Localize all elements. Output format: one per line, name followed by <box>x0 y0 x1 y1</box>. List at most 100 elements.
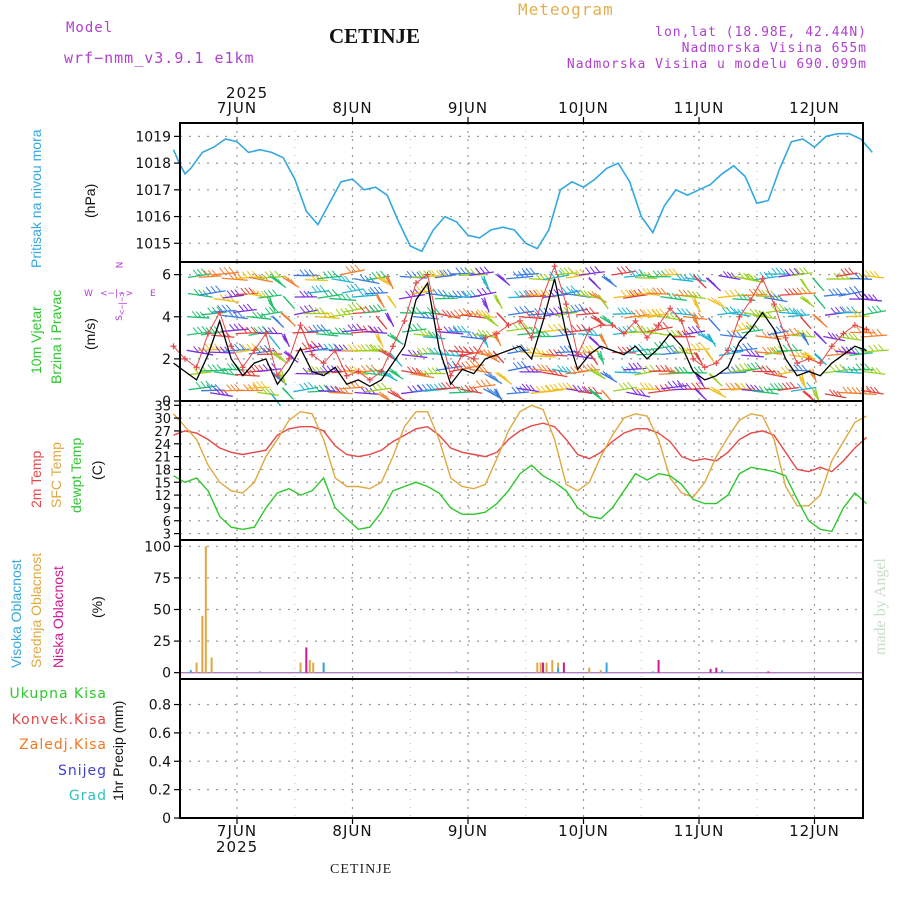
wind-barb-flag <box>313 343 320 351</box>
wind-barb <box>588 292 607 304</box>
wind-barb-flag <box>480 379 487 387</box>
wind-barb-flag <box>793 364 800 371</box>
wind-gust-point <box>667 305 674 312</box>
wind-barb <box>222 348 250 353</box>
wind-barb-flag <box>784 306 790 314</box>
wind-barb-flag <box>412 323 418 331</box>
wind-barb-flag <box>625 289 632 297</box>
sfc-temp-title: SFC Temp <box>48 442 64 508</box>
wind-gust-point <box>493 330 500 337</box>
wind-barb-flag <box>386 280 393 287</box>
wind-barb-flag <box>768 387 774 394</box>
wind-barb-flag <box>525 267 532 275</box>
wind-barb-flag <box>584 307 591 315</box>
wind-barb-flag <box>225 304 232 312</box>
wind-barb-flag <box>603 274 609 282</box>
wind-barb-flag <box>481 278 488 286</box>
wind-barb-flag <box>831 332 838 340</box>
wind-barb-flag <box>625 265 631 273</box>
wind-barb-flag <box>677 383 684 390</box>
wind-barb-flag <box>639 271 646 279</box>
wind-barb-flag <box>583 290 590 297</box>
mid-cloud-bar <box>551 660 554 673</box>
wind-barb <box>555 350 578 354</box>
wind-barb-flag <box>381 382 387 390</box>
wind-barb-flag <box>622 326 629 333</box>
wind-barb-flag <box>380 276 387 283</box>
wind-barb <box>838 336 863 342</box>
wind-barb-flag <box>230 384 237 391</box>
wind-barb-flag <box>746 349 752 357</box>
wind-barb-flag <box>773 382 780 390</box>
wind-barb-flag <box>590 363 597 371</box>
wind-barb-flag <box>301 342 308 350</box>
wind-barb-flag <box>829 389 835 396</box>
wind-barb-flag <box>466 309 473 317</box>
wind-barbs <box>186 264 889 407</box>
wind-gust-point <box>771 301 778 308</box>
wind-barb <box>614 371 642 374</box>
wind-barb-flag <box>797 383 803 390</box>
wind-barb-flag <box>697 312 704 320</box>
wind-barb-flag <box>817 299 824 307</box>
wind-barb-flag <box>287 277 294 284</box>
wind-barb-flag <box>349 366 355 373</box>
wind-barb-flag <box>487 371 493 379</box>
data-layer <box>170 132 889 674</box>
wind-barb-flag <box>848 267 854 275</box>
wind-barb-flag <box>336 365 343 373</box>
wind-barb-flag <box>842 386 849 394</box>
wind-barb-flag <box>388 372 395 380</box>
wind-barb-flag <box>739 363 745 371</box>
wind-barb-flag <box>481 300 488 308</box>
wind-barb-flag <box>737 343 744 351</box>
wind-barb-flag <box>631 388 638 395</box>
wind-barb <box>469 384 496 389</box>
wind-barb-flag <box>200 381 207 388</box>
wind-barb-flag <box>485 379 491 386</box>
wind-barb-flag <box>628 362 635 370</box>
wind-barb-flag <box>240 368 247 376</box>
wind-gust-point <box>389 343 396 350</box>
wind-barb-flag <box>748 288 755 296</box>
wind-barb-flag <box>589 307 595 314</box>
wind-barb-flag <box>696 291 702 299</box>
wind-barb-flag <box>299 306 306 313</box>
wind-barb-flag <box>334 327 341 334</box>
wind-barb-flag <box>594 340 601 348</box>
wind-barb-flag <box>476 288 483 296</box>
wind-barb-flag <box>335 293 342 300</box>
wind-barb <box>740 277 764 284</box>
wind-barb-flag <box>512 345 518 353</box>
wind-barb-flag <box>784 365 791 373</box>
wind-barb-flag <box>448 292 454 299</box>
wind-barb-flag <box>381 348 388 356</box>
wind-barb <box>200 331 224 336</box>
wind-barb <box>764 372 787 379</box>
wind-barb-flag <box>226 363 233 370</box>
wind-barb-flag <box>494 297 501 304</box>
wind-barb-flag <box>454 345 460 353</box>
wind-barb-flag <box>706 333 713 340</box>
wind-barb-flag <box>275 352 282 360</box>
wind-barb-flag <box>219 367 226 374</box>
wind-barb-flag <box>351 303 358 310</box>
wind-barb-flag <box>482 303 489 310</box>
wind-gust-point <box>701 364 708 371</box>
grid-layer <box>180 123 863 819</box>
wind-barb-flag <box>329 311 336 319</box>
wind-barb-flag <box>836 287 843 295</box>
wind-barb-flag <box>471 331 478 339</box>
wind-barb-flag <box>681 308 687 315</box>
wind-barb-flag <box>590 355 597 363</box>
wind-barb <box>647 313 669 319</box>
wind-barb-flag <box>475 380 482 387</box>
wind-barb-flag <box>771 267 778 275</box>
wind-barb-flag <box>631 325 638 333</box>
wind-barb-flag <box>340 293 347 301</box>
wind-barb-flag <box>743 272 750 280</box>
wind-barb-flag <box>259 345 266 353</box>
wind-barb-flag <box>282 338 289 345</box>
wind-barb-flag <box>205 286 212 294</box>
wind-barb-flag <box>600 339 607 346</box>
